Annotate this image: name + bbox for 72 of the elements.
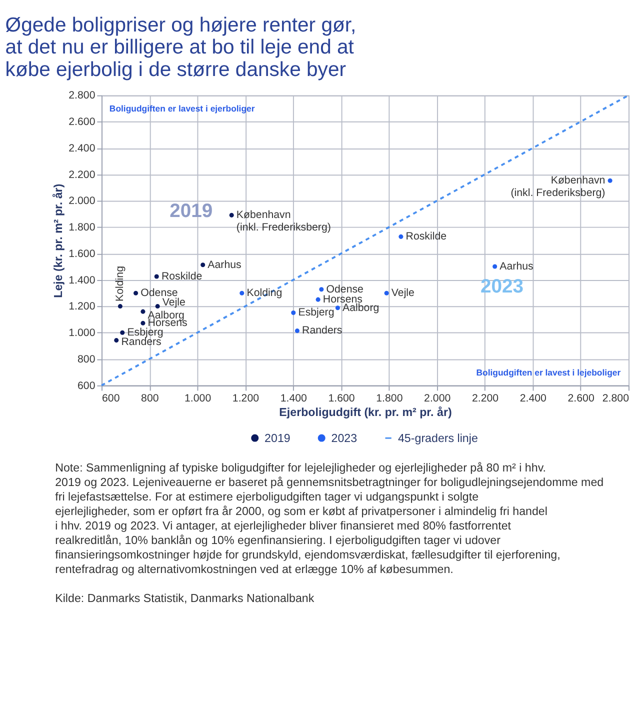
point bbox=[134, 290, 138, 296]
y-axis-title: Leje (kr. pr. m² pr. år) bbox=[52, 184, 65, 298]
x-tick-label: 1.800 bbox=[376, 392, 403, 404]
point bbox=[154, 274, 159, 279]
annotation: Boligudgiften er lavest i lejeboliger bbox=[476, 367, 622, 378]
legend-label: 2019 bbox=[264, 432, 290, 445]
annotation: Aarhus bbox=[500, 260, 534, 272]
x-tick-label: 600 bbox=[102, 392, 120, 404]
x-tick-label: 2.400 bbox=[520, 392, 547, 404]
point bbox=[118, 304, 122, 309]
x-tick-label: 2.600 bbox=[568, 392, 594, 404]
text: købe ejerbolig i de større danske byer bbox=[5, 58, 346, 81]
point bbox=[294, 328, 300, 334]
x-tick-label: 800 bbox=[141, 392, 159, 404]
annotation: Kolding bbox=[246, 287, 282, 300]
annotation: Kolding bbox=[114, 266, 126, 302]
annotation: Randers bbox=[302, 324, 342, 337]
x-tick-label: 1.000 bbox=[184, 392, 212, 404]
annotation: Aarhus bbox=[208, 258, 242, 271]
x-tick-label: 2.000 bbox=[424, 392, 451, 404]
point bbox=[335, 306, 340, 310]
y-tick-label: 2.000 bbox=[68, 195, 96, 208]
point bbox=[291, 310, 296, 316]
annotation: Aalborg bbox=[342, 302, 380, 314]
annotation: Roskilde bbox=[161, 270, 202, 282]
y-tick-label: 1.000 bbox=[68, 327, 96, 340]
point bbox=[240, 290, 244, 296]
point bbox=[155, 304, 160, 309]
y-tick-label: 800 bbox=[78, 353, 96, 366]
y-tick-label: 1.800 bbox=[68, 222, 96, 234]
point bbox=[140, 320, 146, 326]
point bbox=[492, 264, 498, 269]
text: Kilde: Danmarks Statistik, Danmarks Nationalbank bbox=[55, 592, 314, 605]
annotation: Vejle bbox=[162, 296, 186, 308]
point bbox=[316, 297, 320, 302]
point bbox=[140, 309, 146, 314]
point bbox=[608, 178, 612, 183]
x-tick-label: 1.400 bbox=[280, 392, 308, 404]
y-tick-label: 1.200 bbox=[68, 300, 96, 313]
annotation: Randers bbox=[121, 336, 162, 348]
annotation: København (inkl. Frederiksberg) bbox=[510, 174, 606, 200]
text: at det nu er billigere at bo til leje end at bbox=[5, 36, 354, 59]
annotation: Esbjerg bbox=[298, 306, 334, 319]
annotation: Esbjerg bbox=[127, 326, 164, 339]
y-tick-label: 1.400 bbox=[68, 274, 96, 286]
point bbox=[384, 290, 389, 296]
point bbox=[120, 330, 125, 335]
annotation: Roskilde bbox=[406, 230, 447, 243]
annotation: Vejle bbox=[391, 287, 415, 300]
text: Øgede boligpriser og højere renter gør, bbox=[5, 14, 356, 37]
point bbox=[229, 212, 234, 218]
y-tick-label: 2.800 bbox=[68, 90, 96, 102]
y-tick-label: 2.200 bbox=[68, 168, 96, 181]
text: Note: Sammenligning af typiske boligudgifter for lejelejligheder og ejerlejligheder på 80 m² i hhv. 2019 og 2023. Lejeniveauerne er baseret på gennemsnitsbetragtninger for boligudlejningsejendomme med fri lejefastsættelse. For at estimere ejerboligudgiften tager vi udgangspunkt i solgte ejerlejligheder, som er opført fra år 2000, og som er købt af privatpersoner i almindelig fri handel i hhv. 2019 og 2023. Vi antager, at ejerlejligheder bliver finansieret med 80% fastforrentet realkreditlån, 10% banklån og 10% egenfinansiering. I ejerboligudgiften tager vi udover finansieringsomkostninger højde for grundskyld, ejendomsværdiskat, fællesudgifter til ejerforening, rentefradrag og alternativomkostningen ved at erlægge 10% af købesummen. bbox=[55, 461, 604, 576]
annotation: København (inkl. Frederiksberg) bbox=[236, 209, 331, 234]
annotation: Odense bbox=[326, 283, 364, 296]
legend-label: 2023 bbox=[331, 432, 358, 445]
x-axis-title: Ejerboligudgift (kr. pr. m² pr. år) bbox=[279, 406, 452, 419]
point bbox=[114, 338, 119, 343]
x-tick-label: 2.200 bbox=[472, 392, 499, 404]
y-tick-label: 2.400 bbox=[68, 142, 96, 154]
x-tick-label: 2.800 bbox=[602, 392, 630, 404]
x-tick-label: 1.600 bbox=[328, 392, 355, 404]
point bbox=[319, 287, 324, 292]
point bbox=[398, 234, 404, 239]
point bbox=[200, 262, 206, 268]
y-tick-label: 600 bbox=[78, 380, 96, 392]
legend-label: 45-graders linje bbox=[398, 432, 478, 445]
y-tick-label: 1.600 bbox=[68, 248, 96, 260]
annotation: Boligudgiften er lavest i ejerboliger bbox=[109, 103, 256, 114]
x-tick-label: 1.200 bbox=[232, 392, 260, 404]
y-tick-label: 2.600 bbox=[68, 116, 96, 128]
